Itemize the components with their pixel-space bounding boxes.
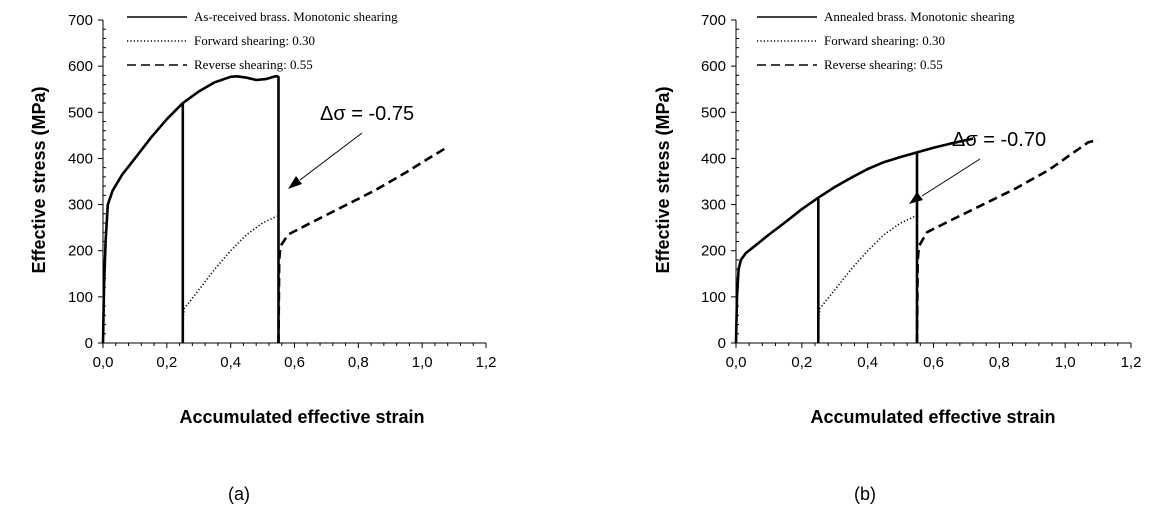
x-tick-label: 0,2 — [156, 354, 177, 371]
chart-panel-b: 0 100 200 300 400 500 600 700 0,0 0,2 0,4 0,6 0,8 1,0… — [653, 9, 1141, 504]
y-tick-label: 700 — [701, 12, 726, 29]
x-tick-label: 0,0 — [93, 354, 114, 371]
panel-label: (a) — [228, 484, 250, 504]
legend-entry: Reverse shearing: 0.55 — [824, 57, 943, 72]
x-tick-label: 1,0 — [412, 354, 433, 371]
x-tick-label: 0,8 — [989, 354, 1010, 371]
x-tick-label: 1,2 — [476, 354, 497, 371]
series-line-dashed — [277, 145, 449, 344]
legend-entry: Annealed brass. Monotonic shearing — [824, 9, 1015, 24]
y-tick-label: 500 — [68, 104, 93, 121]
panel-label: (b) — [854, 484, 876, 504]
x-axis-label: Accumulated effective strain — [179, 407, 424, 427]
y-tick-label: 700 — [68, 12, 93, 29]
annotation-arrow — [299, 132, 363, 181]
y-tick-label: 200 — [701, 243, 726, 260]
series-line-solid — [734, 137, 974, 344]
legend-entry: As-received brass. Monotonic shearing — [194, 9, 398, 24]
delta-sigma-annotation: Δσ = -0.70 — [952, 129, 1046, 151]
y-tick-label: 600 — [701, 58, 726, 75]
x-tick-label: 0,4 — [220, 354, 241, 371]
x-tick-label: 0,4 — [857, 354, 878, 371]
annotation-arrow — [921, 158, 981, 197]
y-tick-label: 100 — [701, 289, 726, 306]
annotation-arrowhead — [909, 192, 923, 204]
y-tick-label: 300 — [68, 197, 93, 214]
series-line-dotted — [182, 215, 278, 344]
x-tick-label: 0,0 — [726, 354, 747, 371]
x-tick-label: 1,0 — [1055, 354, 1076, 371]
x-axis-label: Accumulated effective strain — [810, 407, 1055, 427]
y-axis-label: Effective stress (MPa) — [29, 86, 49, 273]
legend-entry: Forward shearing: 0.30 — [824, 33, 945, 48]
x-tick-label: 0,2 — [791, 354, 812, 371]
y-tick-label: 600 — [68, 58, 93, 75]
annotation-arrowhead — [288, 176, 302, 189]
chart-panel-a: 0 100 200 300 400 500 600 700 0,0 0,2 0,4 0,6 0,8 1,0… — [29, 9, 496, 504]
x-tick-label: 0,6 — [284, 354, 305, 371]
legend-entry: Forward shearing: 0.30 — [194, 33, 315, 48]
x-tick-label: 1,2 — [1121, 354, 1142, 371]
y-tick-label: 400 — [68, 150, 93, 167]
y-axis-label: Effective stress (MPa) — [653, 86, 673, 273]
y-tick-label: 200 — [68, 243, 93, 260]
series-line-dotted — [817, 215, 916, 344]
x-tick-label: 0,6 — [923, 354, 944, 371]
series-line-dashed — [915, 138, 1099, 344]
y-tick-label: 300 — [701, 197, 726, 214]
series-line-solid — [101, 75, 279, 344]
x-tick-label: 0,8 — [348, 354, 369, 371]
y-tick-label: 0 — [85, 335, 93, 352]
legend-entry: Reverse shearing: 0.55 — [194, 57, 313, 72]
y-tick-label: 100 — [68, 289, 93, 306]
delta-sigma-annotation: Δσ = -0.75 — [320, 103, 414, 125]
y-tick-label: 0 — [718, 335, 726, 352]
y-tick-label: 500 — [701, 104, 726, 121]
y-tick-label: 400 — [701, 150, 726, 167]
